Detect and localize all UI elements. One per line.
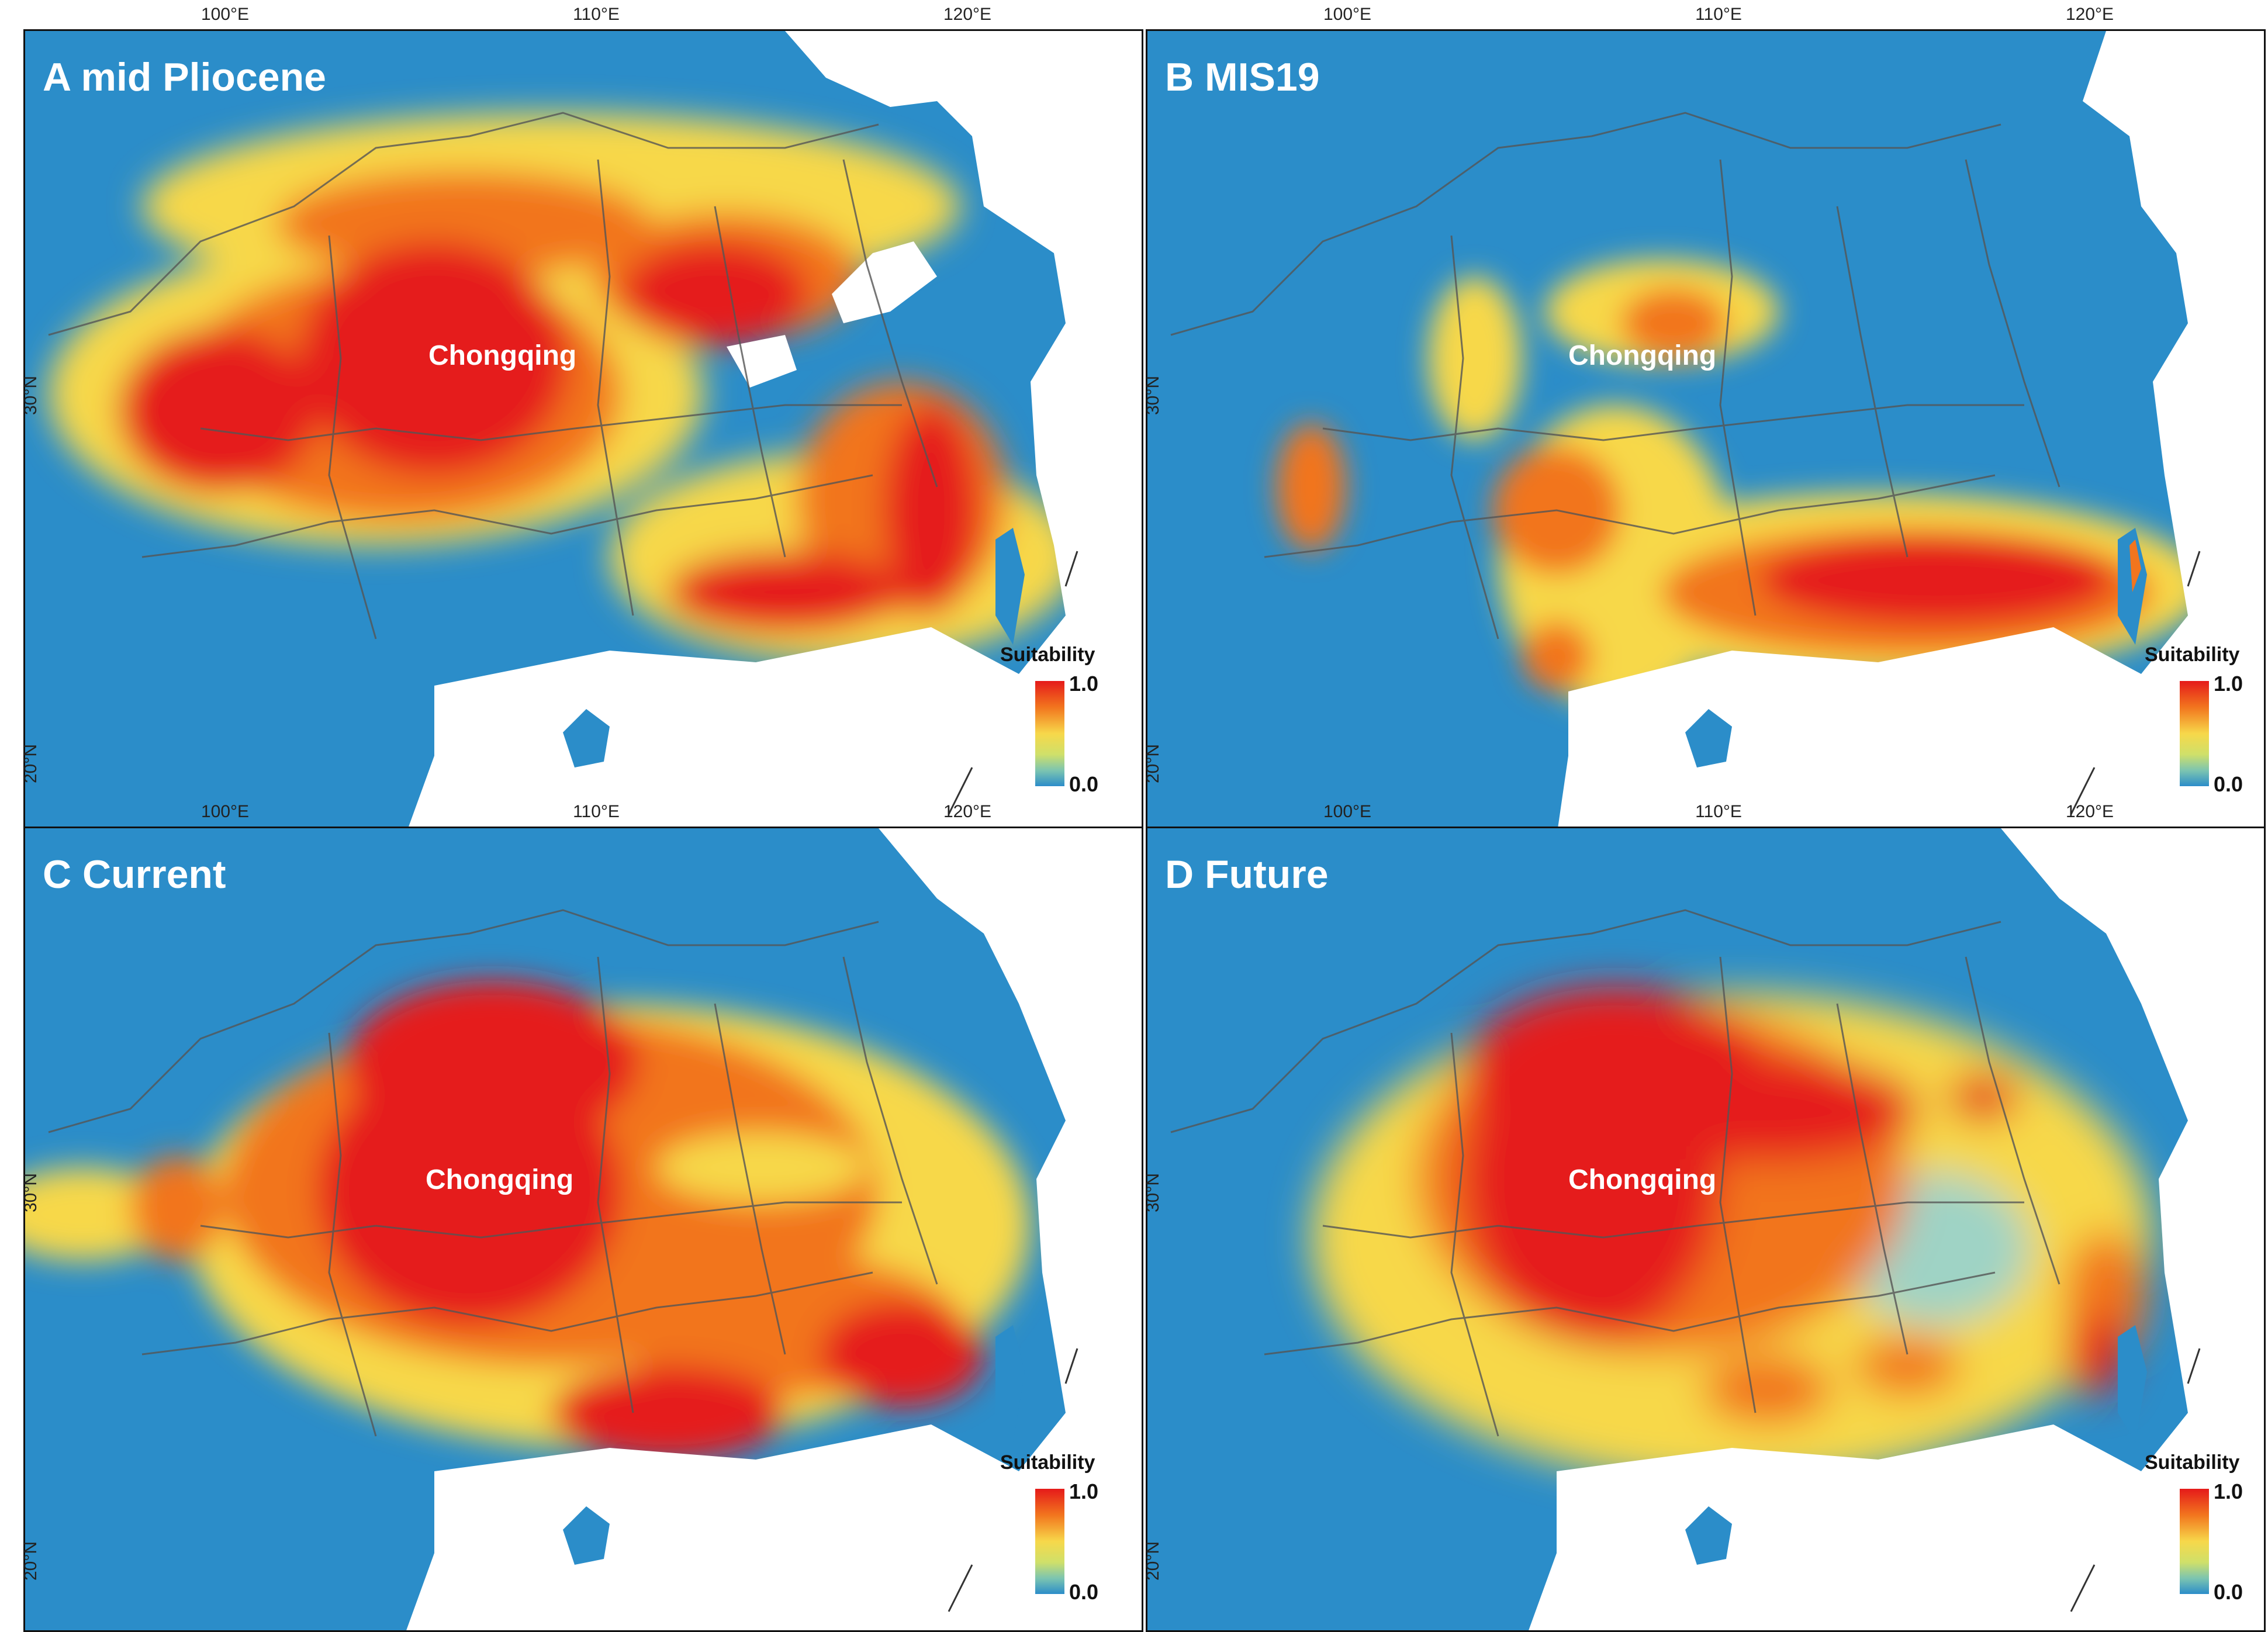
legend-colorbar bbox=[1035, 681, 1064, 786]
islands bbox=[1685, 1325, 2147, 1565]
sea-areas bbox=[1557, 31, 2264, 833]
sea-areas bbox=[406, 828, 1142, 1630]
city-label-chongqing: Chongqing bbox=[1568, 340, 1717, 371]
lat-label-20: 20°N bbox=[21, 1541, 40, 1581]
city-label-chongqing: Chongqing bbox=[1568, 1164, 1717, 1195]
lat-label-30: 30°N bbox=[1143, 375, 1163, 415]
suitability-surface bbox=[49, 113, 1077, 662]
lat-label-20: 20°N bbox=[21, 744, 40, 783]
legend-title: Suitability bbox=[1000, 644, 1095, 666]
province-boundaries bbox=[1170, 112, 2060, 639]
lon-label-100: 100°E bbox=[1323, 5, 1372, 24]
legend-max: 1.0 bbox=[2214, 1479, 2243, 1503]
panel-title: A mid Pliocene bbox=[43, 55, 326, 99]
scs-dashline-2 bbox=[2187, 551, 2201, 587]
map-panel-b: 100°E 110°E 120°E bbox=[1143, 5, 2266, 835]
suitability-map bbox=[25, 828, 1142, 1630]
lon-label-110: 110°E bbox=[1695, 802, 1742, 821]
city-label-chongqing: Chongqing bbox=[428, 340, 577, 371]
scs-dashline bbox=[2070, 767, 2096, 815]
lat-label-30: 30°N bbox=[1143, 1173, 1163, 1212]
map-panel-d: 100°E 110°E 120°E bbox=[1143, 802, 2266, 1632]
legend-colorbar bbox=[2180, 1489, 2209, 1594]
panel-title: D Future bbox=[1165, 852, 1329, 897]
lon-label-100: 100°E bbox=[200, 802, 250, 821]
scs-dashline-2 bbox=[2187, 1348, 2201, 1384]
scs-dashline bbox=[948, 1564, 973, 1612]
lat-label-30: 30°N bbox=[21, 1173, 40, 1212]
lat-label-30: 30°N bbox=[21, 375, 40, 415]
legend-min: 0.0 bbox=[1069, 1580, 1099, 1604]
suitability-surface bbox=[1311, 986, 2153, 1483]
map-frame: C Current Chongqing Suitability 1.0 0.0 bbox=[23, 827, 1143, 1632]
lon-label-100: 100°E bbox=[1323, 802, 1372, 821]
legend-min: 0.0 bbox=[2214, 772, 2243, 796]
scs-dashline bbox=[948, 767, 973, 815]
province-boundaries bbox=[1170, 909, 2060, 1437]
panel-title: C Current bbox=[43, 852, 226, 897]
lat-label-20: 20°N bbox=[1143, 744, 1163, 783]
lon-label-120: 120°E bbox=[943, 5, 992, 24]
legend-max: 1.0 bbox=[2214, 672, 2243, 696]
lon-label-110: 110°E bbox=[1695, 5, 1742, 24]
legend-colorbar bbox=[1035, 1489, 1064, 1594]
lon-label-100: 100°E bbox=[200, 5, 250, 24]
suitability-surface bbox=[25, 980, 1031, 1460]
panel-title: B MIS19 bbox=[1165, 55, 1320, 99]
city-label-chongqing: Chongqing bbox=[426, 1164, 574, 1195]
lat-label-20: 20°N bbox=[1143, 1541, 1163, 1581]
legend-title: Suitability bbox=[2145, 644, 2240, 666]
legend-title: Suitability bbox=[1000, 1451, 1095, 1474]
suitability-map bbox=[48, 31, 1142, 833]
map-frame: A mid Pliocene Chongqing Suitability 1.0… bbox=[23, 29, 1143, 835]
province-boundaries bbox=[48, 112, 938, 639]
islands bbox=[563, 528, 1025, 767]
legend-max: 1.0 bbox=[1069, 672, 1099, 696]
sea-areas bbox=[406, 31, 1142, 833]
lon-label-120: 120°E bbox=[943, 802, 992, 821]
map-frame: D Future Chongqing Suitability 1.0 0.0 bbox=[1146, 827, 2266, 1632]
scs-dashline-2 bbox=[1064, 1348, 1078, 1384]
legend-min: 0.0 bbox=[2214, 1580, 2243, 1604]
islands bbox=[563, 1325, 1025, 1565]
scs-dashline-2 bbox=[1064, 551, 1078, 587]
map-panel-a: 100°E 110°E 120°E bbox=[21, 5, 1143, 835]
legend-max: 1.0 bbox=[1069, 1479, 1099, 1503]
lon-label-120: 120°E bbox=[2065, 802, 2114, 821]
scs-dashline bbox=[2070, 1564, 2096, 1612]
lon-label-120: 120°E bbox=[2065, 5, 2114, 24]
islands bbox=[1685, 528, 2147, 767]
suitability-map bbox=[1170, 31, 2264, 833]
suitability-map bbox=[1170, 828, 2264, 1630]
legend-min: 0.0 bbox=[1069, 772, 1099, 796]
province-boundaries bbox=[48, 909, 938, 1437]
sea-areas bbox=[1529, 828, 2264, 1630]
lon-label-110: 110°E bbox=[573, 802, 620, 821]
map-frame: B MIS19 Chongqing Suitability 1.0 0.0 bbox=[1146, 29, 2266, 835]
map-panel-c: 100°E 110°E 120°E bbox=[21, 802, 1143, 1632]
legend-title: Suitability bbox=[2145, 1451, 2240, 1474]
legend-colorbar bbox=[2180, 681, 2209, 786]
lon-label-110: 110°E bbox=[573, 5, 620, 24]
